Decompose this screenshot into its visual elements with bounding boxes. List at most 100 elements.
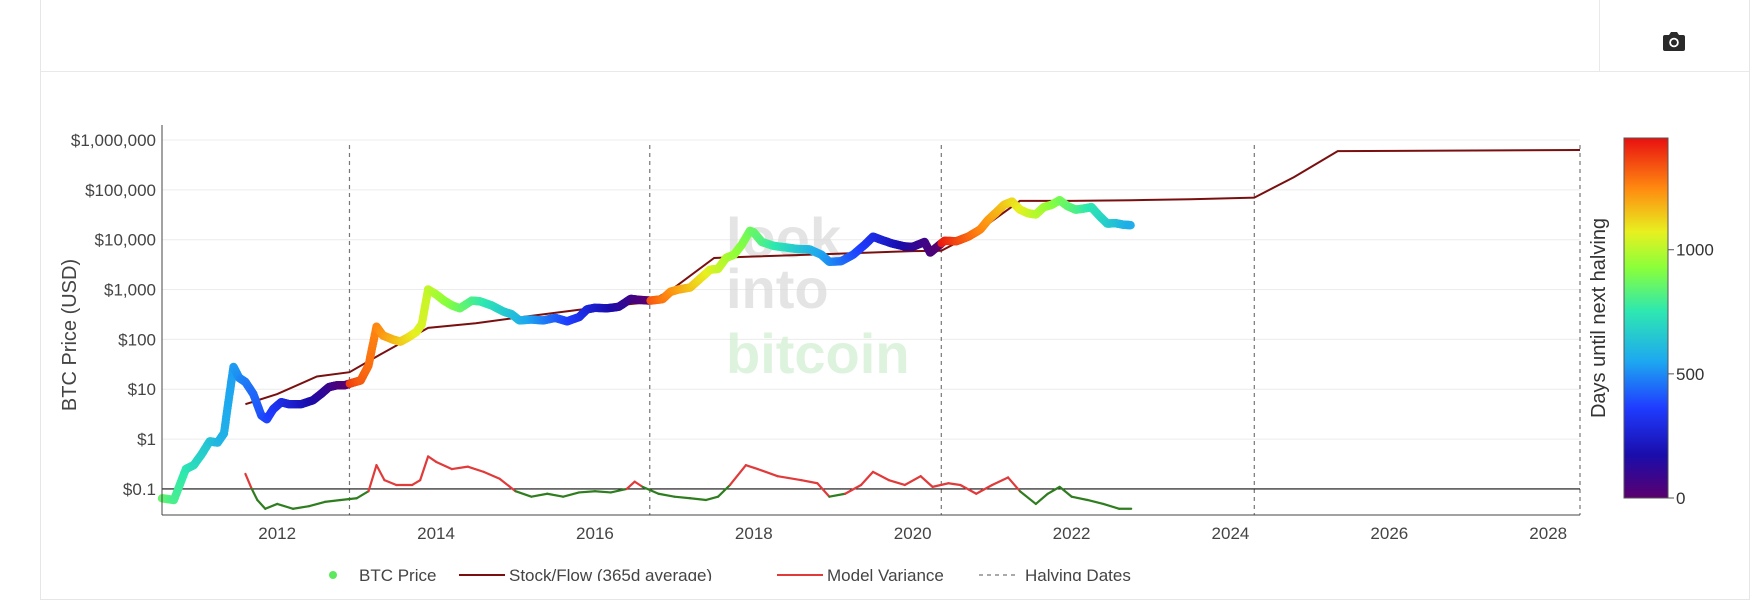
model-variance-segment (919, 475, 934, 488)
watermark: look into bitcoin (726, 206, 910, 385)
model-variance-segment (844, 483, 863, 495)
model-variance-segment (276, 502, 295, 510)
model-variance-segment (530, 492, 549, 498)
model-variance-segment (887, 479, 906, 487)
y-tick-label: $0.1 (123, 480, 156, 499)
model-variance-segment (577, 490, 597, 494)
model-variance-segment (466, 465, 485, 473)
watermark-line-2: into (726, 257, 829, 320)
y-tick-label: $100 (118, 330, 156, 349)
watermark-line-3: bitcoin (726, 322, 910, 385)
chart-header (41, 0, 1749, 72)
model-variance-segment (307, 500, 326, 508)
y-axis-label: BTC Price (USD) (59, 259, 81, 411)
colorbar-label: Days until next halving (1588, 218, 1610, 418)
model-variance-segment (716, 483, 732, 498)
x-tick-label: 2016 (576, 524, 614, 543)
model-variance-segment (871, 470, 890, 482)
model-variance-segment (705, 495, 720, 502)
x-tick-label: 2018 (735, 524, 773, 543)
legend-swatch-btc-price (329, 571, 337, 579)
model-variance-segment (931, 482, 950, 488)
model-variance-segment (562, 491, 581, 498)
model-variance-segment (291, 505, 311, 510)
model-variance-segment (419, 455, 430, 482)
y-tick-label: $1,000 (104, 281, 156, 300)
y-tick-label: $100,000 (85, 181, 156, 200)
y-tick-label: $10 (128, 380, 156, 399)
legend-label: Halving Dates (1025, 566, 1131, 581)
model-variance-segment (546, 492, 565, 498)
colorbar-tick-label: 1000 (1676, 241, 1714, 260)
model-variance-segment (657, 492, 676, 498)
btc-price-series (157, 196, 1135, 505)
model-variance-segment (498, 477, 517, 493)
model-variance-segment (1102, 502, 1121, 510)
model-variance-line (244, 455, 1133, 510)
chart-svg: look into bitcoin $0.1 $1 $10 $100 $1,000 $10… (59, 125, 1714, 581)
stock-flow-line (245, 149, 1581, 406)
model-variance-segment (800, 479, 819, 485)
colorbar-gradient (1623, 137, 1669, 499)
x-tick-label: 2014 (417, 524, 455, 543)
header-divider (1599, 0, 1600, 71)
halving-lines (348, 145, 1581, 515)
camera-icon[interactable] (1653, 21, 1693, 61)
legend-label: BTC Price (359, 566, 436, 581)
colorbar-tick-label: 500 (1676, 365, 1704, 384)
model-variance-segment (593, 490, 612, 494)
legend-label: Model Variance (827, 566, 944, 581)
model-variance-segment (323, 498, 342, 503)
model-variance-segment (1058, 485, 1073, 498)
model-variance-segment (828, 492, 847, 498)
grid-layer (162, 139, 1580, 490)
x-tick-label: 2020 (894, 524, 932, 543)
model-variance-segment (264, 502, 279, 510)
model-variance-segment (355, 490, 370, 500)
model-variance-segment (756, 467, 779, 478)
axes: $0.1 $1 $10 $100 $1,000 $10,000 $100,000 $1,000… (71, 125, 1580, 543)
model-variance-segment (947, 482, 962, 487)
legend: BTC Price Stock/Flow (365d average) Model … (329, 566, 1131, 581)
model-variance-segment (1086, 498, 1105, 506)
model-variance-segment (1018, 490, 1037, 506)
model-variance-segment (859, 470, 875, 487)
model-variance-segment (1006, 476, 1022, 493)
model-variance-segment (1070, 495, 1089, 502)
model-variance-segment (427, 455, 438, 463)
x-tick-label: 2024 (1212, 524, 1250, 543)
model-variance-segment (367, 464, 378, 493)
model-variance-segment (673, 495, 692, 500)
model-variance-segment (514, 490, 533, 498)
y-tick-label: $1,000,000 (71, 131, 156, 150)
colorbar-tick-label: 0 (1676, 489, 1685, 508)
x-tick-label: 2022 (1053, 524, 1091, 543)
model-variance-segment (991, 476, 1010, 487)
model-variance-segment (256, 498, 267, 510)
model-variance-segment (903, 475, 922, 487)
model-variance-segment (411, 479, 422, 487)
model-variance-segment (975, 483, 994, 495)
colorbar: 0 500 1000 (1623, 137, 1714, 508)
model-variance-segment (959, 483, 978, 495)
model-variance-segment (244, 472, 253, 491)
chart-card (40, 0, 1750, 600)
model-variance-segment (625, 480, 636, 491)
x-tick-label: 2028 (1529, 524, 1567, 543)
model-variance-segment (744, 464, 759, 471)
model-variance-segment (375, 464, 386, 482)
model-variance-segment (339, 497, 358, 502)
x-tick-label: 2012 (258, 524, 296, 543)
model-variance-segment (689, 497, 708, 502)
legend-label: Stock/Flow (365d average) (509, 566, 712, 581)
y-tick-label: $10,000 (95, 231, 156, 250)
model-variance-segment (633, 480, 644, 488)
camera-icon-glyph (1663, 32, 1685, 51)
model-variance-segment (776, 475, 803, 482)
model-variance-segment (1046, 485, 1061, 495)
model-variance-segment (609, 487, 628, 494)
model-variance-segment (641, 485, 660, 495)
x-tick-label: 2026 (1370, 524, 1408, 543)
model-variance-segment (450, 465, 469, 471)
model-variance-segment (434, 460, 454, 471)
